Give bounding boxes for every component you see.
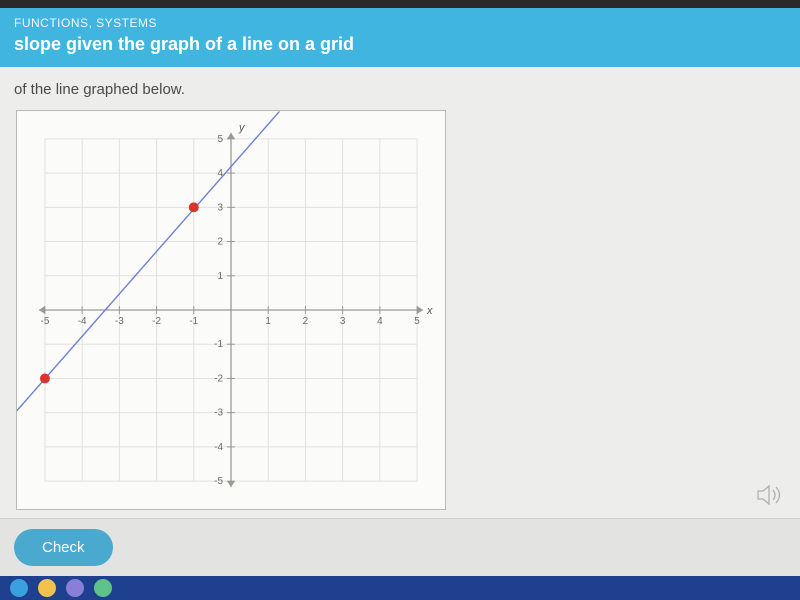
svg-text:-5: -5: [41, 316, 50, 327]
svg-text:-3: -3: [115, 316, 124, 327]
question-prompt: of the line graphed below.: [14, 81, 786, 98]
svg-text:-4: -4: [214, 442, 223, 453]
svg-text:-1: -1: [189, 316, 198, 327]
os-taskbar[interactable]: [0, 576, 800, 600]
svg-text:x: x: [426, 305, 433, 317]
svg-text:1: 1: [218, 271, 224, 282]
lesson-header: FUNCTIONS, SYSTEMS slope given the graph…: [0, 8, 800, 67]
footer-bar: Check: [0, 518, 800, 576]
svg-text:-5: -5: [214, 477, 223, 488]
svg-text:2: 2: [218, 237, 224, 248]
svg-text:3: 3: [218, 203, 224, 214]
svg-text:-4: -4: [78, 316, 87, 327]
svg-text:2: 2: [303, 316, 309, 327]
svg-text:-3: -3: [214, 408, 223, 419]
check-button[interactable]: Check: [14, 529, 113, 566]
svg-text:-1: -1: [214, 340, 223, 351]
edge-icon[interactable]: [10, 579, 28, 597]
teams-icon[interactable]: [66, 579, 84, 597]
audio-icon[interactable]: [756, 484, 782, 506]
svg-text:3: 3: [340, 316, 346, 327]
content-area: of the line graphed below. -5 -4 -3 -2 -1 1 2 3…: [0, 67, 800, 518]
lesson-title: slope given the graph of a line on a gri…: [14, 34, 786, 55]
svg-text:5: 5: [218, 134, 224, 145]
svg-text:1: 1: [265, 316, 271, 327]
svg-text:5: 5: [414, 316, 420, 327]
lesson-category: FUNCTIONS, SYSTEMS: [14, 16, 786, 30]
window-top-strip: [0, 0, 800, 8]
coordinate-grid[interactable]: -5-4-3-2-11234512345-1-2-3-4-5xy: [16, 110, 446, 510]
svg-text:-2: -2: [214, 374, 223, 385]
svg-text:4: 4: [218, 168, 224, 179]
chrome-icon[interactable]: [38, 579, 56, 597]
svg-text:-2: -2: [152, 316, 161, 327]
app-icon[interactable]: [94, 579, 112, 597]
grid-svg: -5-4-3-2-11234512345-1-2-3-4-5xy: [17, 111, 445, 509]
svg-text:4: 4: [377, 316, 383, 327]
